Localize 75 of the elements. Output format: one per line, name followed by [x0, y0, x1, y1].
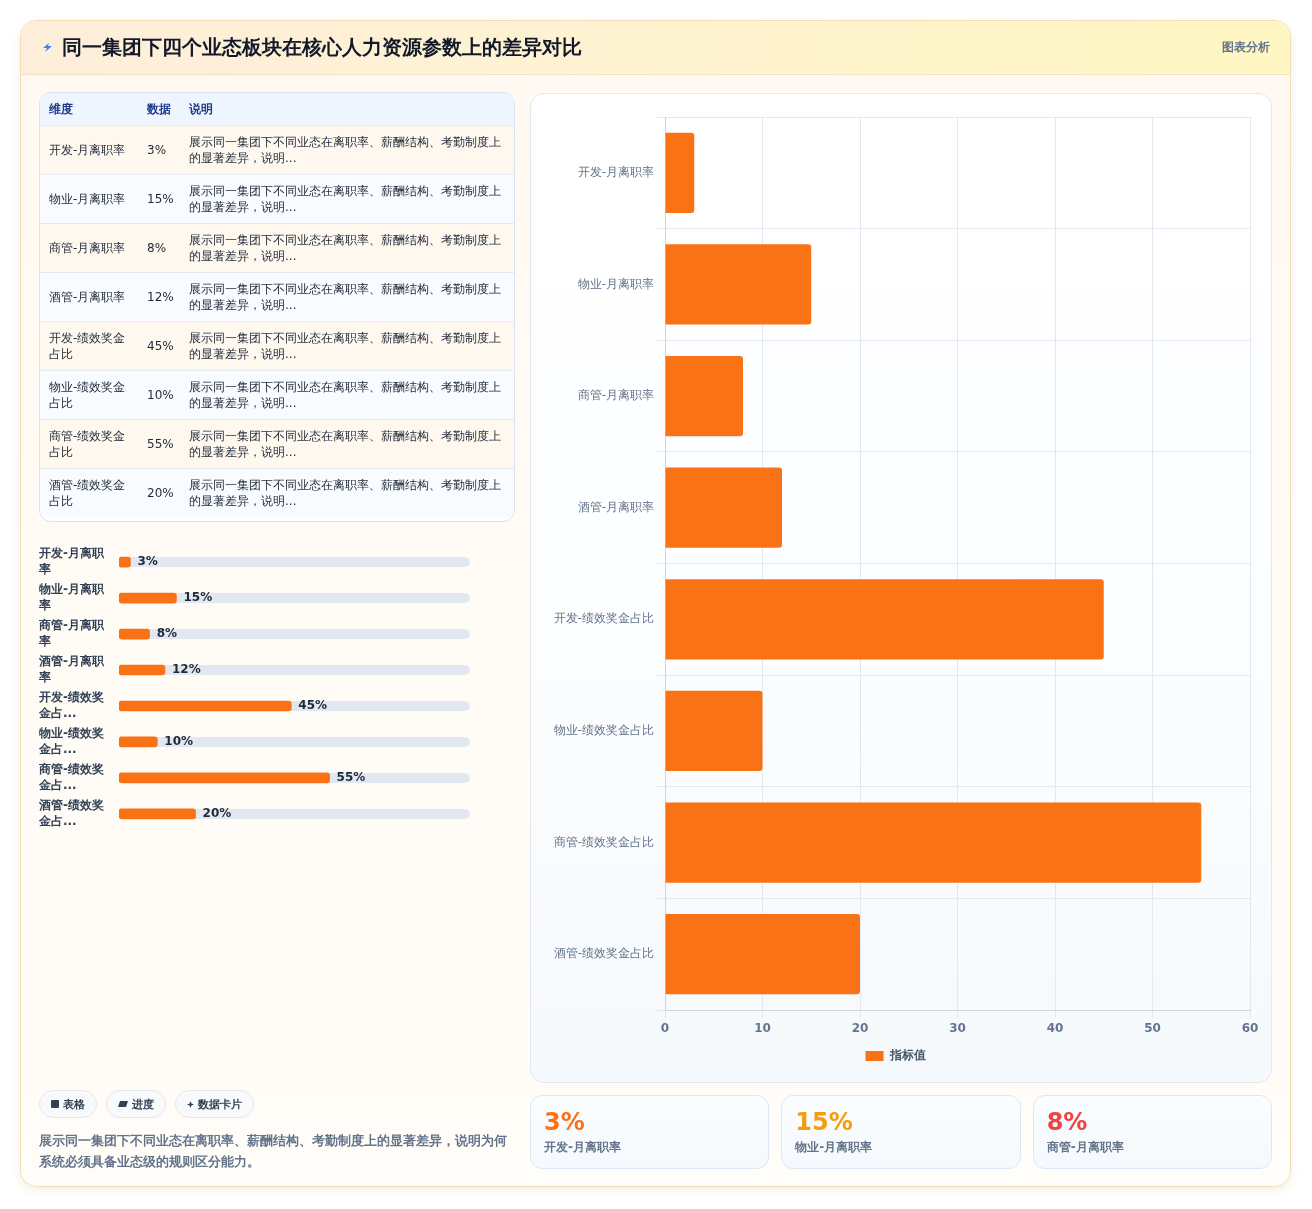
- text: 展示同一集团下不同业态在离职率、薪酬结构、考勤制度上的显著差异，说明...: [180, 321, 514, 371]
- y-tick-label: 开发-绩效奖金占比: [553, 611, 654, 626]
- text: 展示同一集团下不同业态在离职率、薪酬结构、考勤制度上的显著差异，说明...: [180, 223, 514, 273]
- data-label: 3%: [137, 554, 158, 569]
- text: 展示同一集团下不同业态在离职率、薪酬结构、考勤制度上的显著差异，说明...: [180, 419, 514, 469]
- bar: [119, 628, 150, 640]
- y-tick-label: 酒管-绩效奖金占比: [553, 946, 654, 961]
- text: 20%: [147, 486, 174, 500]
- bar: [665, 690, 763, 772]
- x-tick-label: 30: [949, 1021, 966, 1036]
- text: 表格: [63, 1096, 85, 1112]
- data-label: 12%: [171, 662, 201, 677]
- y-tick-label: 酒管-月离职率: [577, 499, 654, 514]
- text: 3%: [544, 1108, 585, 1136]
- text: 同一集团下四个业态板块在核心人力资源参数上的差异对比: [62, 34, 583, 61]
- text: 8%: [147, 241, 167, 255]
- bar: [665, 579, 1104, 660]
- bar: [119, 592, 177, 604]
- text: 说明: [180, 93, 514, 126]
- bar: [119, 808, 196, 820]
- x-tick-label: 50: [1144, 1021, 1161, 1036]
- data-label: 55%: [336, 770, 366, 784]
- y-tick-label: 商管-绩效奖金占...: [38, 761, 104, 793]
- text: 45%: [147, 339, 174, 353]
- y-tick-label: 酒管-绩效奖金占...: [38, 797, 104, 829]
- y-tick-label: 物业-月离职率: [38, 582, 105, 613]
- bar: [119, 664, 166, 676]
- text: 3%: [147, 143, 167, 157]
- data-label: 8%: [156, 626, 178, 641]
- text: 展示同一集团下不同业态在离职率、薪酬结构、考勤制度上的显著差异，说明...: [180, 272, 514, 322]
- text: 10%: [147, 388, 174, 402]
- text: 展示同一集团下不同业态在离职率、薪酬结构、考勤制度上的显著差异，说明为何系统必须具备业态级的规则区分能力。: [39, 1132, 508, 1171]
- y-tick-label: 开发-月离职率: [577, 164, 654, 179]
- text: 数据卡片: [198, 1096, 242, 1112]
- data-label: 10%: [164, 734, 194, 749]
- category-label: 物业-月离职率: [795, 1139, 874, 1155]
- text: 15%: [795, 1108, 853, 1136]
- y-tick-label: 物业-月离职率: [577, 276, 654, 291]
- bar: [119, 736, 158, 748]
- y-tick-label: 商管-绩效奖金占比: [553, 834, 654, 849]
- text: 12%: [147, 290, 174, 304]
- text: 维度: [40, 93, 138, 126]
- text: 进度: [132, 1096, 154, 1112]
- x-tick-label: 20: [851, 1021, 869, 1036]
- bar: [665, 802, 1202, 883]
- y-tick-label: 商管-月离职率: [38, 618, 105, 649]
- text: 展示同一集团下不同业态在离职率、薪酬结构、考勤制度上的显著差异，说明...: [180, 370, 514, 420]
- bar: [665, 467, 782, 548]
- y-tick-label: 物业-绩效奖金占比: [553, 723, 654, 738]
- legend-label: 指标值: [888, 1048, 926, 1063]
- text: 展示同一集团下不同业态在离职率、薪酬结构、考勤制度上的显著差异，说明...: [180, 468, 514, 517]
- x-tick-label: 10: [754, 1021, 771, 1036]
- bar: [665, 244, 812, 325]
- data-label: 15%: [183, 590, 213, 605]
- text: 展示同一集团下不同业态在离职率、薪酬结构、考勤制度上的显著差异，说明...: [180, 174, 514, 224]
- y-tick-label: 开发-绩效奖金占...: [38, 690, 104, 721]
- y-tick-label: 商管-月离职率: [577, 388, 654, 403]
- x-tick-label: 40: [1046, 1021, 1064, 1036]
- x-tick-label: 60: [1241, 1021, 1259, 1036]
- x-tick-label: 0: [660, 1021, 670, 1036]
- text: 8%: [1046, 1108, 1088, 1136]
- text: 图表分析: [1222, 39, 1270, 56]
- y-tick-label: 酒管-月离职率: [38, 654, 105, 685]
- bar: [665, 355, 743, 437]
- bar: [665, 914, 860, 995]
- y-tick-label: 物业-绩效奖金占...: [38, 725, 104, 757]
- data-label: 20%: [202, 805, 232, 820]
- text: 55%: [147, 437, 174, 451]
- text: 数据: [138, 93, 180, 126]
- text: 展示同一集团下不同业态在离职率、薪酬结构、考勤制度上的显著差异，说明...: [180, 125, 514, 175]
- data-label: 45%: [298, 698, 328, 713]
- text: 15%: [147, 192, 174, 206]
- category-label: 商管-月离职率: [1046, 1139, 1125, 1155]
- y-tick-label: 开发-月离职率: [38, 546, 105, 577]
- bar: [665, 132, 695, 213]
